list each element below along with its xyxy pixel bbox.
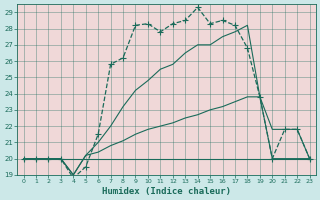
X-axis label: Humidex (Indice chaleur): Humidex (Indice chaleur) (102, 187, 231, 196)
